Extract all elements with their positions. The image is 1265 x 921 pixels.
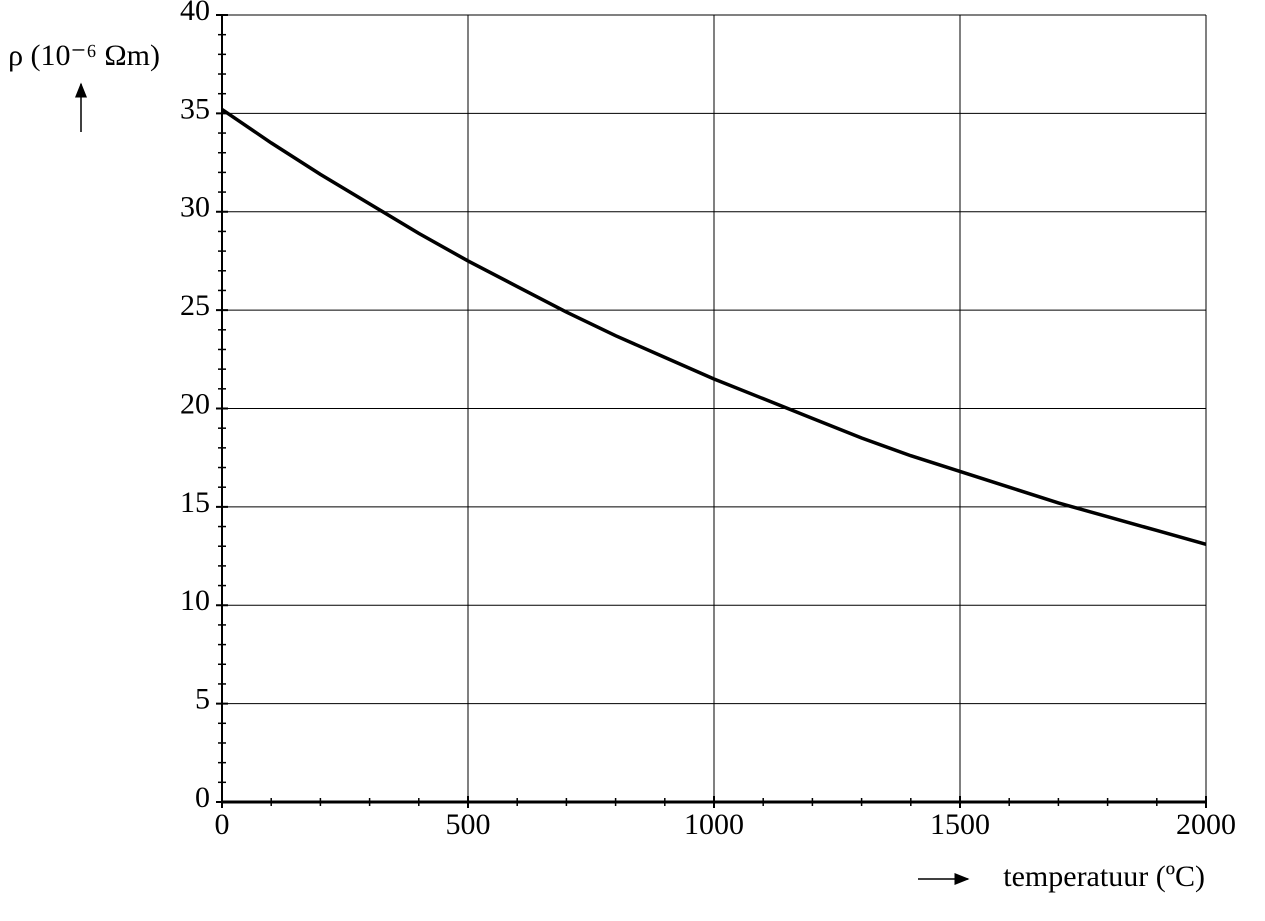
x-tick-label: 1500 [930,808,990,841]
x-axis-label: temperatuur (ºC) [1003,860,1205,893]
y-tick-label: 15 [180,486,210,519]
x-tick-label: 2000 [1176,808,1236,841]
x-tick-label: 500 [446,808,491,841]
data-line [221,107,1207,546]
y-tick-label: 40 [180,0,210,27]
y-tick-label: 0 [195,781,210,814]
y-tick-label: 35 [180,92,210,125]
x-tick-label: 1000 [684,808,744,841]
y-axis-label: ρ (10⁻⁶ Ωm) [8,39,160,72]
y-tick-label: 25 [180,289,210,322]
y-tick-label: 30 [180,191,210,224]
x-tick-label: 0 [215,808,230,841]
y-tick-label: 10 [180,584,210,617]
y-tick-label: 5 [195,683,210,716]
y-tick-label: 20 [180,387,210,420]
